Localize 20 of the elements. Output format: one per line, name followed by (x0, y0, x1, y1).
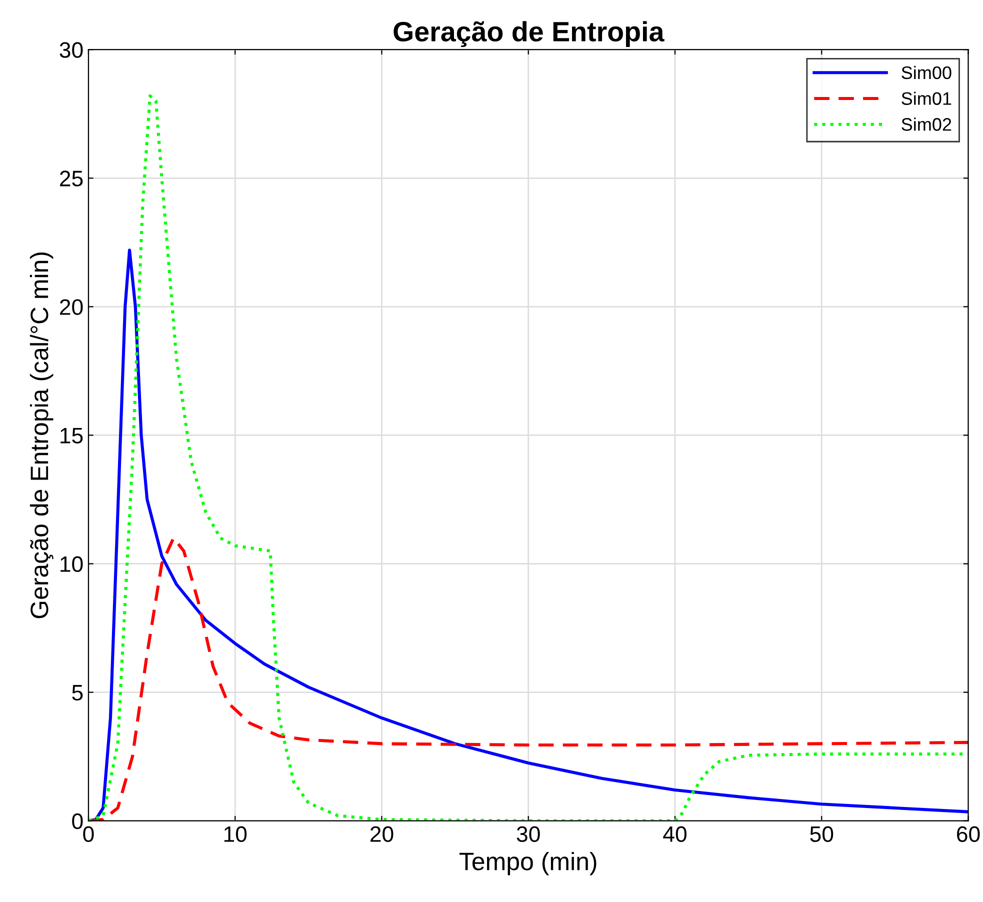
x-axis-title: Tempo (min) (459, 852, 596, 876)
y-tick-label: 10 (60, 556, 83, 572)
x-tick-label: 40 (663, 826, 686, 842)
chart-title: Geração de Entropia (394, 21, 664, 48)
legend-label: Sim02 (902, 118, 952, 131)
y-axis-title: Geração de Entropia (cal/°C min) (30, 252, 54, 618)
y-tick-label: 30 (60, 42, 83, 58)
y-tick-label: 20 (60, 299, 83, 315)
legend-label: Sim00 (902, 66, 952, 80)
y-tick-label: 5 (72, 685, 83, 701)
y-tick-label: 25 (60, 170, 83, 186)
x-tick-label: 0 (83, 826, 94, 842)
x-tick-label: 60 (957, 826, 980, 842)
x-tick-label: 10 (224, 826, 247, 842)
y-tick-label: 0 (72, 813, 83, 830)
y-tick-label: 15 (60, 428, 83, 444)
x-tick-label: 20 (370, 826, 394, 842)
legend-label: Sim01 (902, 92, 952, 105)
x-tick-label: 30 (516, 826, 540, 842)
x-tick-label: 50 (810, 826, 834, 842)
